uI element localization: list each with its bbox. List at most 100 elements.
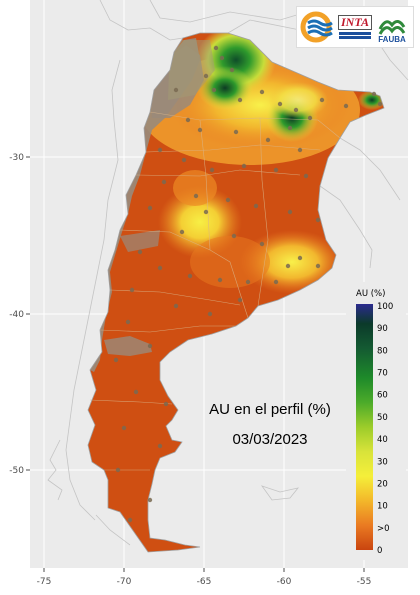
legend-label: 20 <box>377 479 388 489</box>
station-dot <box>203 73 209 79</box>
legend-title: AU (%) <box>356 289 385 299</box>
legend-label: 60 <box>377 391 388 401</box>
station-dot <box>237 297 243 303</box>
inta-logo-text: INTA <box>338 15 373 30</box>
station-dot <box>173 303 179 309</box>
station-dot <box>273 279 279 285</box>
station-dot <box>179 229 185 235</box>
legend-label: 90 <box>377 324 388 334</box>
fauba-logo-text: FAUBA <box>378 35 406 44</box>
inta-logo: INTA <box>338 11 373 43</box>
station-dot <box>231 233 237 239</box>
station-points <box>113 45 383 523</box>
map-date: 03/03/2023 <box>232 431 307 448</box>
station-dot <box>371 91 377 97</box>
station-dot <box>315 263 321 269</box>
y-tick-label: -40 <box>9 310 24 320</box>
argentina-outline <box>87 32 385 553</box>
station-dot <box>219 55 225 61</box>
station-dot <box>147 343 153 349</box>
y-tick-label: -30 <box>9 153 24 163</box>
station-dot <box>113 357 119 363</box>
station-dot <box>137 249 143 255</box>
x-tick-label: -65 <box>197 577 212 587</box>
legend-label: 40 <box>377 435 388 445</box>
x-tick-label: -70 <box>117 577 132 587</box>
y-axis-ticks: -30 -40 -50 <box>9 153 30 476</box>
logos: INTA FAUBA <box>296 6 414 48</box>
station-dot <box>193 193 199 199</box>
station-dot <box>213 45 219 51</box>
y-tick-label: -50 <box>9 466 24 476</box>
station-dot <box>163 401 169 407</box>
x-tick-label: -75 <box>37 577 52 587</box>
station-dot <box>287 209 293 215</box>
station-dot <box>273 167 279 173</box>
station-dot <box>157 443 163 449</box>
station-dot <box>161 179 167 185</box>
legend-label: 70 <box>377 369 388 379</box>
wave-logo-icon <box>300 11 333 43</box>
station-dot <box>277 101 283 107</box>
station-dot <box>233 129 239 135</box>
station-dot <box>157 265 163 271</box>
map-title: AU en el perfil (%) <box>209 401 331 418</box>
station-dot <box>197 127 203 133</box>
station-dot <box>259 241 265 247</box>
leaf-icon <box>378 20 406 35</box>
station-dot <box>297 255 303 261</box>
province-borders <box>89 111 341 471</box>
station-dot <box>229 67 235 73</box>
station-dot <box>315 217 321 223</box>
station-dot <box>133 389 139 395</box>
legend-labels: 100 90 80 70 60 50 40 30 20 10 >0 0 <box>377 302 393 556</box>
station-dot <box>181 157 187 163</box>
station-dot <box>209 167 215 173</box>
x-tick-label: -55 <box>357 577 372 587</box>
station-dot <box>187 273 193 279</box>
station-dot <box>147 497 153 503</box>
station-dot <box>185 117 191 123</box>
legend-label: 10 <box>377 502 388 512</box>
station-dot <box>203 209 209 215</box>
station-dot <box>121 425 127 431</box>
station-dot <box>293 107 299 113</box>
x-axis-ticks: -75 -70 -65 -60 -55 <box>37 568 372 587</box>
legend-label: 80 <box>377 346 388 356</box>
station-dot <box>265 137 271 143</box>
station-dot <box>125 319 131 325</box>
station-dot <box>307 115 313 121</box>
station-dot <box>245 279 251 285</box>
legend: AU (%) 100 90 80 70 60 50 40 30 20 10 >0 0 <box>346 282 406 560</box>
station-dot <box>303 173 309 179</box>
legend-label: 100 <box>377 302 393 312</box>
station-dot <box>241 163 247 169</box>
station-dot <box>211 87 217 93</box>
station-dot <box>115 467 121 473</box>
station-dot <box>237 97 243 103</box>
station-dot <box>217 277 223 283</box>
station-dot <box>287 125 293 131</box>
x-tick-label: -60 <box>277 577 292 587</box>
argentina-dry-region <box>88 33 384 552</box>
fauba-logo: FAUBA <box>374 10 410 44</box>
station-dot <box>157 147 163 153</box>
legend-label: 0 <box>377 546 382 556</box>
station-dot <box>377 101 383 107</box>
station-dot <box>129 287 135 293</box>
station-dot <box>285 263 291 269</box>
station-dot <box>319 97 325 103</box>
station-dot <box>253 203 259 209</box>
legend-colorbar <box>356 304 373 550</box>
station-dot <box>259 89 265 95</box>
station-dot <box>173 87 179 93</box>
station-dot <box>207 311 213 317</box>
legend-label: >0 <box>377 524 390 534</box>
legend-label: 30 <box>377 457 388 467</box>
station-dot <box>147 205 153 211</box>
station-dot <box>225 197 231 203</box>
legend-label: 50 <box>377 413 388 423</box>
station-dot <box>127 517 133 523</box>
